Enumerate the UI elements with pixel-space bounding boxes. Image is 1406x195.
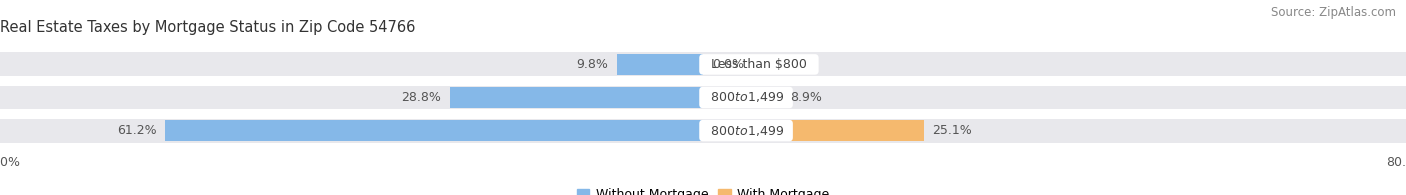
Bar bbox=[617, 54, 703, 75]
Legend: Without Mortgage, With Mortgage: Without Mortgage, With Mortgage bbox=[572, 183, 834, 195]
Text: 8.9%: 8.9% bbox=[790, 91, 823, 104]
Bar bbox=[0, 119, 1406, 143]
Text: 28.8%: 28.8% bbox=[401, 91, 441, 104]
Text: 9.8%: 9.8% bbox=[576, 58, 609, 71]
Text: $800 to $1,499: $800 to $1,499 bbox=[703, 90, 789, 105]
Bar bbox=[0, 86, 1406, 109]
Bar bbox=[703, 120, 924, 141]
Text: 61.2%: 61.2% bbox=[117, 124, 156, 137]
Bar bbox=[703, 87, 782, 108]
Text: Real Estate Taxes by Mortgage Status in Zip Code 54766: Real Estate Taxes by Mortgage Status in … bbox=[0, 20, 415, 35]
Bar bbox=[450, 87, 703, 108]
Text: $800 to $1,499: $800 to $1,499 bbox=[703, 124, 789, 138]
Bar bbox=[0, 52, 1406, 76]
Text: Source: ZipAtlas.com: Source: ZipAtlas.com bbox=[1271, 6, 1396, 19]
Bar bbox=[166, 120, 703, 141]
Text: 0.0%: 0.0% bbox=[711, 58, 744, 71]
Text: 25.1%: 25.1% bbox=[932, 124, 972, 137]
Text: Less than $800: Less than $800 bbox=[703, 58, 815, 71]
